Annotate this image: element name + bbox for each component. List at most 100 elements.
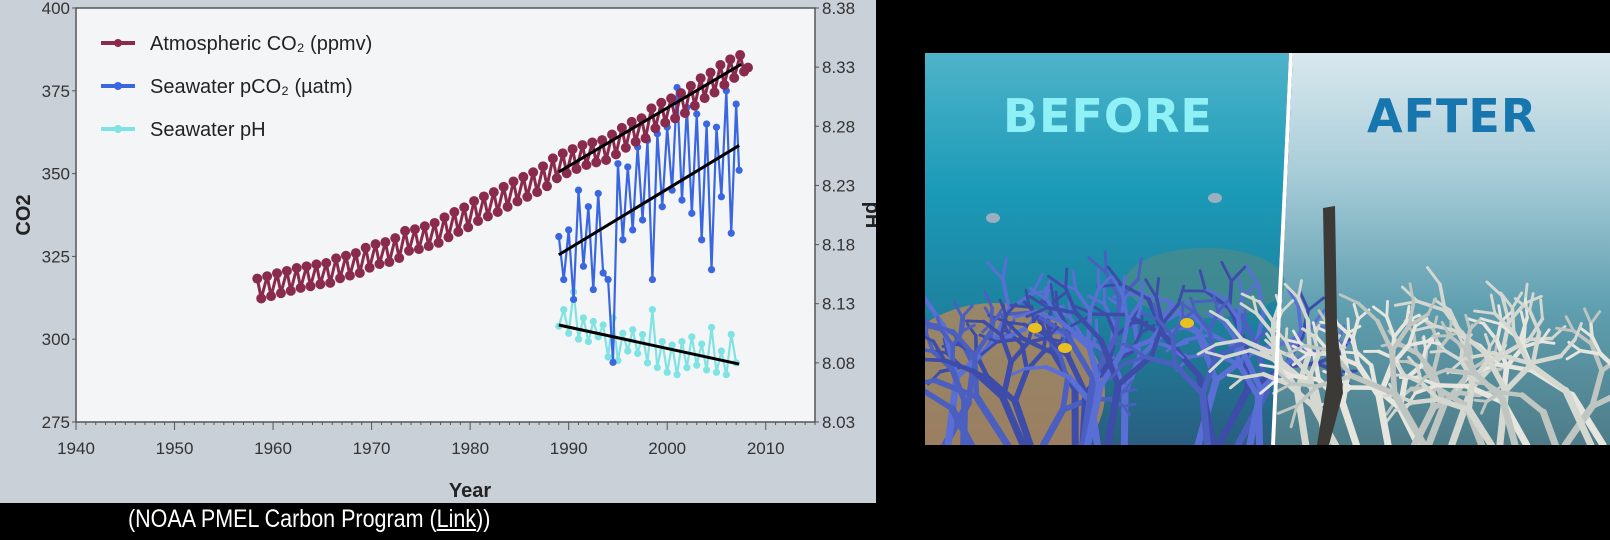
- bleached-coral-branch: [1204, 350, 1227, 359]
- bleached-coral-branch: [1555, 326, 1576, 333]
- atmospheric-co2-point: [630, 136, 641, 147]
- seawater-ph-point: [722, 371, 730, 379]
- bleached-coral-branch: [1423, 368, 1449, 379]
- atmospheric-co2-point: [541, 181, 552, 192]
- bleached-coral-branch: [1228, 376, 1245, 390]
- seawater-pco2-point: [589, 285, 597, 294]
- series-seawater-ph: [555, 288, 740, 379]
- blue-coral-branch: [1063, 286, 1078, 315]
- legend-label: Seawater pCO₂ (µatm): [150, 76, 353, 98]
- blue-coral-branch: [1064, 267, 1069, 290]
- blue-coral-branch: [1084, 384, 1104, 445]
- bleached-coral-branch: [1239, 302, 1259, 316]
- blue-coral-branch: [999, 313, 1008, 337]
- bleached-coral-branch: [1589, 341, 1605, 374]
- seawater-pco2-point: [698, 236, 706, 244]
- blue-coral-branch: [925, 335, 935, 343]
- blue-coral-branch: [1216, 299, 1230, 314]
- blue-coral-branch: [1215, 386, 1251, 445]
- atmospheric-co2-point: [252, 273, 263, 284]
- bleached-coral-branch: [1472, 370, 1506, 402]
- blue-coral-branch: [1026, 336, 1049, 344]
- bleached-coral-branch: [1312, 323, 1321, 339]
- atmospheric-co2-point: [660, 117, 671, 128]
- seawater-ph-point: [584, 337, 592, 346]
- bleached-coral-branch: [1356, 301, 1380, 323]
- bleached-coral-branch: [1392, 319, 1409, 339]
- blue-coral-branch: [925, 388, 956, 412]
- bleached-coral-branch: [1289, 381, 1320, 388]
- atmospheric-co2-point: [685, 80, 696, 91]
- atmospheric-co2-point: [699, 93, 710, 104]
- atmospheric-co2-point: [616, 122, 627, 133]
- series-atmospheric-co2: [252, 50, 753, 304]
- atmospheric-co2-point: [384, 257, 395, 268]
- bleached-coral-branch: [1530, 353, 1563, 365]
- legend-label: Atmospheric CO₂ (ppmv): [150, 33, 372, 55]
- atmospheric-co2-point: [350, 248, 361, 259]
- trend-line: [558, 323, 740, 366]
- seawater-pco2-point: [619, 236, 627, 244]
- bleached-coral-branch: [1527, 308, 1541, 335]
- bleached-coral-branch: [1589, 310, 1602, 326]
- blue-coral-branch: [1000, 359, 1014, 401]
- bleached-coral-branch: [1528, 292, 1535, 312]
- atmospheric-co2-point: [719, 79, 730, 90]
- bleached-coral-branch: [1284, 338, 1302, 345]
- bleached-coral-branch: [1493, 311, 1516, 334]
- blue-coral-branch: [1009, 367, 1027, 377]
- bleached-coral-branch: [1539, 328, 1551, 343]
- bleached-coral-branch: [1468, 318, 1481, 332]
- bleached-coral-branch: [1499, 291, 1514, 310]
- atmospheric-co2-point: [380, 237, 391, 248]
- seawater-pco2-point: [648, 275, 657, 284]
- atmospheric-co2-point: [469, 196, 480, 207]
- legend-label: Seawater pH: [150, 119, 266, 141]
- atmospheric-co2-point: [275, 288, 286, 299]
- bleached-coral-branch: [1375, 393, 1392, 445]
- bleached-coral-branch: [1208, 355, 1227, 373]
- blue-coral-branch: [1194, 311, 1212, 333]
- atmospheric-co2-point: [429, 217, 440, 228]
- blue-coral-branch: [1107, 341, 1128, 347]
- blue-coral-branch: [983, 289, 994, 310]
- bleached-coral-branch: [1349, 373, 1398, 397]
- seawater-ph-point: [589, 317, 597, 326]
- blue-coral-branch: [1060, 376, 1071, 413]
- blue-coral-branch: [1065, 354, 1089, 397]
- bleached-coral-branch: [1259, 381, 1275, 395]
- source-link[interactable]: Link: [436, 505, 477, 533]
- bleached-coral-branch: [1465, 406, 1495, 445]
- seawater-ph-point: [683, 363, 691, 372]
- blue-coral-branch: [939, 328, 955, 348]
- atmospheric-co2-point: [512, 196, 523, 207]
- seawater-pco2-point: [594, 189, 602, 198]
- bleached-coral-branch: [1473, 309, 1497, 316]
- blue-coral-branch: [986, 260, 1005, 282]
- bleached-coral-branch: [1384, 408, 1397, 424]
- seawater-pco2-point: [693, 110, 701, 118]
- seawater-ph-point: [707, 323, 716, 331]
- bleached-coral-branch: [1440, 320, 1451, 338]
- atmospheric-co2-point: [571, 163, 582, 174]
- blue-coral-branch: [1032, 309, 1063, 324]
- bleached-coral-branch: [1579, 326, 1594, 339]
- bleached-coral-branch: [1583, 307, 1593, 326]
- bleached-coral-branch: [1564, 315, 1576, 333]
- y2-tick-label: 8.08: [822, 354, 855, 373]
- blue-coral-branch: [1148, 338, 1173, 349]
- seawater-ph-point: [565, 329, 573, 337]
- blue-coral-branch: [1045, 305, 1078, 315]
- bleached-coral-branch: [1312, 335, 1321, 357]
- bleached-coral-branch: [1291, 355, 1313, 378]
- blue-coral-branch: [1239, 347, 1264, 393]
- blue-coral-branch: [1119, 338, 1153, 355]
- caption-prefix: (NOAA PMEL Carbon Program (: [128, 505, 437, 533]
- blue-coral-branch: [1120, 355, 1148, 367]
- atmospheric-co2-point: [666, 93, 677, 104]
- y-tick-label: 275: [42, 413, 70, 432]
- atmospheric-co2-point: [335, 273, 346, 284]
- bleached-coral-branch: [1425, 340, 1442, 346]
- bleached-coral-branch: [1530, 330, 1542, 365]
- blue-coral-branch: [935, 315, 943, 332]
